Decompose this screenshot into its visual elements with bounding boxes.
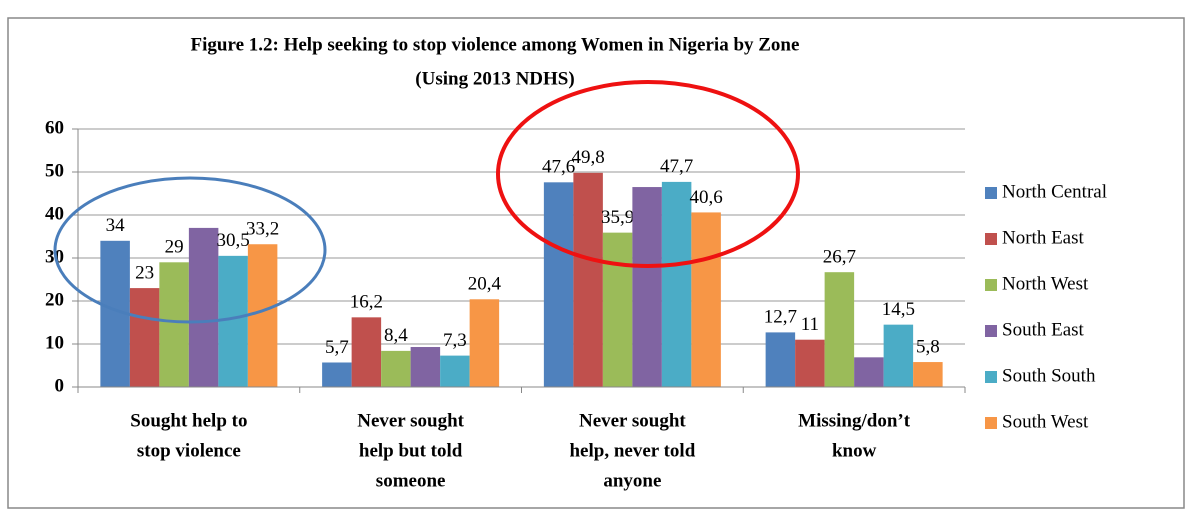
y-tick-label: 10	[45, 332, 64, 353]
value-label: 11	[801, 314, 819, 335]
x-tick-label: Missing/don’t	[798, 410, 911, 431]
legend-swatch	[985, 187, 997, 199]
legend-swatch	[985, 279, 997, 291]
x-tick-label: Sought help to	[130, 410, 247, 431]
bar	[632, 187, 662, 387]
value-label: 29	[165, 237, 184, 258]
x-tick-label: stop violence	[137, 440, 241, 461]
bar	[602, 232, 633, 387]
bar	[469, 299, 500, 387]
chart-title: Figure 1.2: Help seeking to stop violenc…	[191, 34, 800, 55]
bar	[824, 272, 855, 387]
legend-label: North East	[1002, 227, 1085, 248]
bar	[410, 347, 441, 387]
bar	[795, 339, 825, 387]
value-label: 23	[135, 262, 154, 283]
legend-label: North Central	[1002, 181, 1107, 202]
value-label: 5,7	[325, 337, 349, 358]
highlight-ellipse	[496, 80, 800, 268]
bar	[440, 355, 470, 387]
legend-label: North West	[1002, 273, 1089, 294]
value-label: 30,5	[217, 230, 250, 251]
bar	[351, 317, 382, 387]
value-label: 47,7	[660, 156, 693, 177]
x-tick-label: anyone	[603, 470, 661, 491]
x-tick-label: know	[832, 440, 877, 461]
bar	[322, 362, 352, 387]
bar	[913, 362, 943, 387]
bar	[247, 244, 278, 387]
y-tick-label: 50	[45, 160, 64, 181]
y-tick-label: 0	[55, 375, 65, 396]
legend-label: South East	[1002, 319, 1085, 340]
bar	[188, 227, 219, 387]
y-tick-label: 60	[45, 117, 64, 138]
value-label: 47,6	[542, 157, 575, 178]
x-tick-label: help, never told	[569, 440, 695, 461]
bar	[159, 262, 189, 387]
y-tick-label: 20	[45, 289, 64, 310]
legend-label: South West	[1002, 411, 1089, 432]
bar	[661, 181, 692, 387]
value-label: 35,9	[601, 207, 634, 228]
chart-subtitle: (Using 2013 NDHS)	[415, 68, 574, 89]
value-label: 20,4	[468, 274, 502, 295]
legend-swatch	[985, 233, 997, 245]
bar	[854, 357, 884, 387]
legend-swatch	[985, 325, 997, 337]
bar	[381, 350, 411, 387]
value-label: 5,8	[916, 336, 940, 357]
y-tick-label: 40	[45, 203, 64, 224]
value-label: 40,6	[690, 187, 723, 208]
value-label: 16,2	[350, 292, 383, 313]
value-label: 33,2	[246, 219, 279, 240]
value-label: 49,8	[572, 147, 605, 168]
x-tick-label: Never sought	[357, 410, 464, 431]
highlight-ellipse	[53, 176, 327, 324]
legend-label: South South	[1002, 365, 1096, 386]
bar	[129, 288, 160, 387]
legend-swatch	[985, 371, 997, 383]
value-label: 7,3	[443, 330, 467, 351]
value-label: 14,5	[882, 299, 915, 320]
value-label: 12,7	[764, 307, 797, 328]
value-label: 26,7	[823, 247, 856, 268]
value-label: 34	[106, 215, 126, 236]
bar	[883, 324, 914, 387]
x-tick-label: Never sought	[579, 410, 686, 431]
x-tick-label: someone	[376, 470, 446, 491]
x-tick-label: help but told	[359, 440, 463, 461]
legend-swatch	[985, 417, 997, 429]
bar	[691, 212, 721, 387]
bar	[765, 332, 796, 387]
value-label: 8,4	[384, 325, 408, 346]
bar	[573, 172, 603, 387]
bar	[543, 182, 574, 387]
